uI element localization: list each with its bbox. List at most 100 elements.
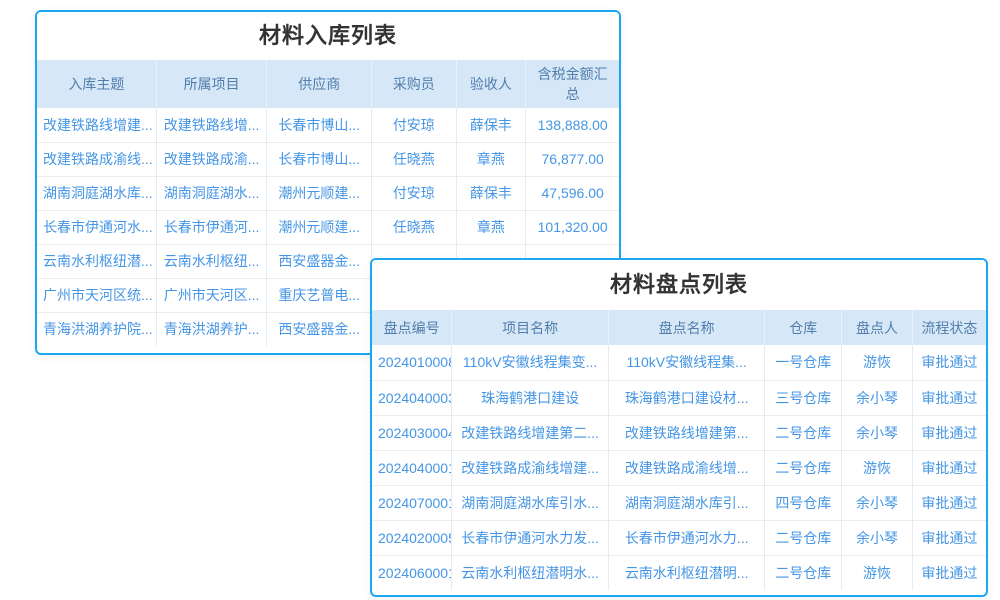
column-header: 含税金额汇总 bbox=[525, 60, 619, 108]
stocktake-name-link[interactable]: 长春市伊通河水力... bbox=[607, 519, 765, 555]
stocktaker-cell: 游恢 bbox=[841, 554, 913, 590]
warehouse-cell: 三号仓库 bbox=[764, 379, 842, 415]
stocktake-name-link[interactable]: 改建铁路成渝线增... bbox=[607, 449, 765, 485]
project-link[interactable]: 改建铁路成渝... bbox=[155, 141, 267, 176]
supplier-link[interactable]: 长春市博山... bbox=[266, 141, 372, 176]
stocktake-no-link[interactable]: 2024070001 bbox=[372, 484, 452, 520]
stocktake-name-link[interactable]: 110kV安徽线程集... bbox=[607, 345, 765, 380]
table-row[interactable]: 改建铁路成渝线... 改建铁路成渝... 长春市博山... 任晓燕 章燕 76,877.0… bbox=[37, 141, 619, 176]
supplier-link[interactable]: 西安盛器金... bbox=[266, 311, 372, 346]
inspector-cell: 薛保丰 bbox=[455, 175, 526, 210]
stocktake-no-link[interactable]: 2024040003 bbox=[372, 379, 452, 415]
inbound-subject-link[interactable]: 湖南洞庭湖水库... bbox=[37, 175, 157, 210]
project-link[interactable]: 湖南洞庭湖水... bbox=[155, 175, 267, 210]
stocktake-no-link[interactable]: 2024060001 bbox=[372, 554, 452, 590]
stocktake-name-link[interactable]: 珠海鹤港口建设材... bbox=[607, 379, 765, 415]
warehouse-cell: 二号仓库 bbox=[764, 414, 842, 450]
stocktaker-cell: 游恢 bbox=[841, 449, 913, 485]
purchaser-cell: 付安琼 bbox=[371, 175, 456, 210]
table-row[interactable]: 2024060001 云南水利枢纽潜明水... 云南水利枢纽潜明... 二号仓库 游恢审… bbox=[372, 554, 986, 590]
project-link[interactable]: 云南水利枢纽... bbox=[155, 243, 267, 278]
stocktake-panel-title: 材料盘点列表 bbox=[372, 260, 986, 310]
stocktake-no-link[interactable]: 2024010008 bbox=[378, 354, 452, 371]
stocktaker-cell: 余小琴 bbox=[841, 379, 913, 415]
column-header: 所属项目 bbox=[155, 60, 267, 108]
table-row[interactable]: 2024030004 改建铁路线增建第二... 改建铁路线增建第... 二号仓库 余小琴… bbox=[372, 414, 986, 450]
supplier-link[interactable]: 潮州元顺建... bbox=[266, 175, 372, 210]
project-name-link[interactable]: 110kV安徽线程集变... bbox=[451, 345, 609, 380]
status-badge: 审批通过 bbox=[911, 449, 986, 485]
project-link[interactable]: 青海洪湖养护... bbox=[155, 311, 267, 346]
status-badge: 审批通过 bbox=[911, 345, 986, 380]
header-row: 入库主题 所属项目 供应商 采购员 验收人 含税金额汇总 bbox=[37, 60, 619, 108]
supplier-link[interactable]: 潮州元顺建... bbox=[266, 209, 372, 244]
purchaser-cell: 付安琼 bbox=[371, 108, 456, 142]
table-row[interactable]: 2024020005 长春市伊通河水力发... 长春市伊通河水力... 二号仓库 余小琴… bbox=[372, 519, 986, 555]
column-header: 采购员 bbox=[371, 60, 456, 108]
table-row[interactable]: 2024070001 湖南洞庭湖水库引水... 湖南洞庭湖水库引... 四号仓库 余小琴… bbox=[372, 484, 986, 520]
project-link[interactable]: 广州市天河区... bbox=[155, 277, 267, 312]
supplier-link[interactable]: 西安盛器金... bbox=[266, 243, 372, 278]
stocktaker-cell: 余小琴 bbox=[841, 484, 913, 520]
inbound-subject-link[interactable]: 云南水利枢纽潜... bbox=[37, 243, 157, 278]
project-name-link[interactable]: 云南水利枢纽潜明水... bbox=[451, 554, 609, 590]
status-badge: 审批通过 bbox=[911, 519, 986, 555]
inspector-cell: 章燕 bbox=[455, 209, 526, 244]
purchaser-cell: 任晓燕 bbox=[371, 209, 456, 244]
stocktake-no-link[interactable]: 2024040001 bbox=[372, 449, 452, 485]
table-row[interactable]: 2024040003 珠海鹤港口建设 珠海鹤港口建设材... 三号仓库 余小琴 审批通过 bbox=[372, 379, 986, 415]
table-row[interactable]: 长春市伊通河水... 长春市伊通河... 潮州元顺建... 任晓燕 章燕 101,320.… bbox=[37, 209, 619, 244]
amount-cell: 138,888.00 bbox=[525, 108, 619, 142]
stocktake-no-link[interactable]: 2024030004 bbox=[372, 414, 452, 450]
supplier-link[interactable]: 长春市博山... bbox=[266, 108, 372, 142]
project-name-link[interactable]: 改建铁路线增建第二... bbox=[451, 414, 609, 450]
inbound-panel-title: 材料入库列表 bbox=[37, 12, 619, 60]
warehouse-cell: 四号仓库 bbox=[764, 484, 842, 520]
inbound-subject-link[interactable]: 青海洪湖养护院... bbox=[37, 311, 157, 346]
status-badge: 审批通过 bbox=[911, 554, 986, 590]
table-row[interactable]: 湖南洞庭湖水库... 湖南洞庭湖水... 潮州元顺建... 付安琼 薛保丰 47,596.… bbox=[37, 175, 619, 210]
column-header: 流程状态 bbox=[911, 310, 986, 345]
inbound-subject-link[interactable]: 改建铁路线增建... bbox=[43, 116, 153, 133]
column-header: 盘点人 bbox=[841, 310, 913, 345]
table-row[interactable]: 2024040001 改建铁路成渝线增建... 改建铁路成渝线增... 二号仓库 游恢审… bbox=[372, 449, 986, 485]
stocktake-table: 盘点编号 项目名称 盘点名称 仓库 盘点人 流程状态 2024010008 110kV安徽线… bbox=[372, 310, 986, 590]
stocktake-name-link[interactable]: 湖南洞庭湖水库引... bbox=[607, 484, 765, 520]
warehouse-cell: 二号仓库 bbox=[764, 449, 842, 485]
stocktaker-cell: 游恢 bbox=[841, 345, 913, 380]
inbound-subject-link[interactable]: 广州市天河区统... bbox=[37, 277, 157, 312]
stocktake-panel: 材料盘点列表 盘点编号 项目名称 盘点名称 仓库 盘点人 流程状态 2024010008 1… bbox=[370, 258, 988, 597]
project-name-link[interactable]: 改建铁路成渝线增建... bbox=[451, 449, 609, 485]
amount-cell: 47,596.00 bbox=[525, 175, 619, 210]
header-row: 盘点编号 项目名称 盘点名称 仓库 盘点人 流程状态 bbox=[372, 310, 986, 345]
inspector-cell: 章燕 bbox=[455, 141, 526, 176]
inbound-subject-link[interactable]: 长春市伊通河水... bbox=[37, 209, 157, 244]
column-header: 项目名称 bbox=[451, 310, 609, 345]
project-link[interactable]: 长春市伊通河... bbox=[155, 209, 267, 244]
status-badge: 审批通过 bbox=[911, 379, 986, 415]
stocktaker-cell: 余小琴 bbox=[841, 414, 913, 450]
warehouse-cell: 二号仓库 bbox=[764, 554, 842, 590]
column-header: 仓库 bbox=[764, 310, 842, 345]
status-badge: 审批通过 bbox=[911, 414, 986, 450]
project-name-link[interactable]: 湖南洞庭湖水库引水... bbox=[451, 484, 609, 520]
table-row[interactable]: 2024010008 110kV安徽线程集变... 110kV安徽线程集... 一号仓… bbox=[372, 345, 986, 380]
project-link[interactable]: 改建铁路线增... bbox=[155, 108, 267, 142]
stocktake-name-link[interactable]: 云南水利枢纽潜明... bbox=[607, 554, 765, 590]
status-badge: 审批通过 bbox=[911, 484, 986, 520]
warehouse-cell: 一号仓库 bbox=[764, 345, 842, 380]
project-name-link[interactable]: 珠海鹤港口建设 bbox=[451, 379, 609, 415]
inbound-subject-link[interactable]: 改建铁路成渝线... bbox=[37, 141, 157, 176]
project-name-link[interactable]: 长春市伊通河水力发... bbox=[451, 519, 609, 555]
warehouse-cell: 二号仓库 bbox=[764, 519, 842, 555]
purchaser-cell: 任晓燕 bbox=[371, 141, 456, 176]
stocktake-no-link[interactable]: 2024020005 bbox=[372, 519, 452, 555]
column-header: 盘点名称 bbox=[607, 310, 765, 345]
stocktaker-cell: 余小琴 bbox=[841, 519, 913, 555]
column-header: 供应商 bbox=[266, 60, 372, 108]
column-header: 验收人 bbox=[455, 60, 526, 108]
supplier-link[interactable]: 重庆艺普电... bbox=[266, 277, 372, 312]
stocktake-name-link[interactable]: 改建铁路线增建第... bbox=[607, 414, 765, 450]
table-row[interactable]: 改建铁路线增建... 改建铁路线增... 长春市博山... 付安琼 薛保丰 138,888… bbox=[37, 108, 619, 142]
